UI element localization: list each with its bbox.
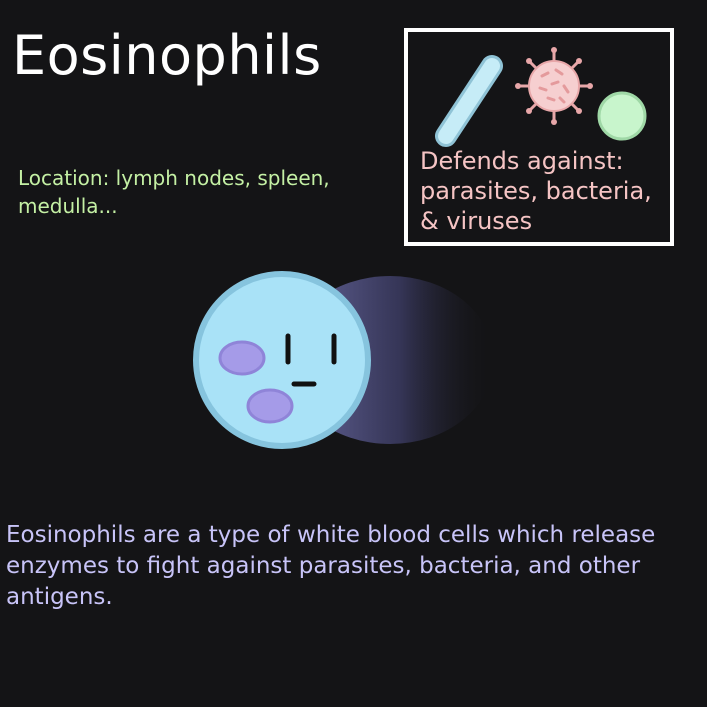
location-text: Location: lymph nodes, spleen, medulla..…: [18, 164, 378, 220]
defense-line-1: Defends against:: [420, 147, 624, 175]
defense-box: Defends against: parasites, bacteria, & …: [404, 28, 674, 246]
page-title: Eosinophils: [12, 24, 322, 87]
description-line-3: antigens.: [6, 584, 113, 610]
description-text: Eosinophils are a type of white blood ce…: [6, 520, 696, 613]
defense-text: Defends against: parasites, bacteria, & …: [420, 146, 670, 236]
location-line-1: Location: lymph nodes, spleen,: [18, 166, 330, 190]
description-line-2: enzymes to fight against parasites, bact…: [6, 553, 641, 579]
granule-1: [218, 340, 266, 376]
defense-line-2: parasites, bacteria,: [420, 177, 652, 205]
description-line-1: Eosinophils are a type of white blood ce…: [6, 522, 656, 548]
granule-2: [246, 388, 294, 424]
cell-body: [193, 271, 371, 449]
defense-line-3: & viruses: [420, 207, 533, 235]
antigen-icon: [597, 91, 647, 141]
virus-icon: [515, 47, 593, 125]
eosinophil-cell-illustration: [193, 271, 494, 449]
bacterium-icon: [435, 55, 503, 147]
location-line-2: medulla...: [18, 194, 118, 218]
